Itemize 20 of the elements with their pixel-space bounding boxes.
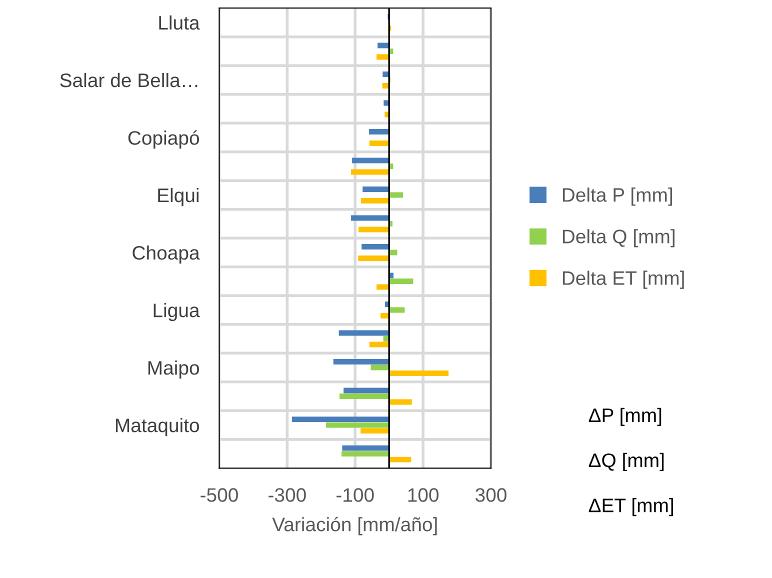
- legend-label: Delta ET [mm]: [562, 270, 684, 289]
- x-tick-label: 100: [408, 488, 439, 502]
- y-tick-label: Copiapó: [128, 130, 199, 149]
- y-tick-label: Choapa: [132, 245, 200, 264]
- x-tick-label: -300: [268, 488, 306, 502]
- text: ΔQ [mm]: [588, 452, 664, 472]
- legend-label: Delta P [mm]: [562, 188, 672, 206]
- y-tick-label: Elqui: [158, 188, 198, 206]
- y-tick-label: Maipo: [148, 360, 199, 379]
- y-tick-label: Salar de Bella…: [60, 72, 198, 88]
- text: ΔP [mm]: [588, 408, 662, 426]
- x-tick-label: 300: [476, 488, 506, 502]
- x-axis-title: Variación [mm/año]: [272, 516, 437, 536]
- x-tick-label: -500: [200, 488, 238, 502]
- y-tick-label: Lluta: [159, 15, 200, 30]
- legend-label: Delta Q [mm]: [562, 229, 674, 248]
- text: ΔET [mm]: [588, 498, 673, 516]
- y-tick-label: Ligua: [154, 302, 200, 322]
- x-tick-label: -100: [336, 488, 374, 502]
- y-tick-label: Mataquito: [116, 418, 199, 436]
